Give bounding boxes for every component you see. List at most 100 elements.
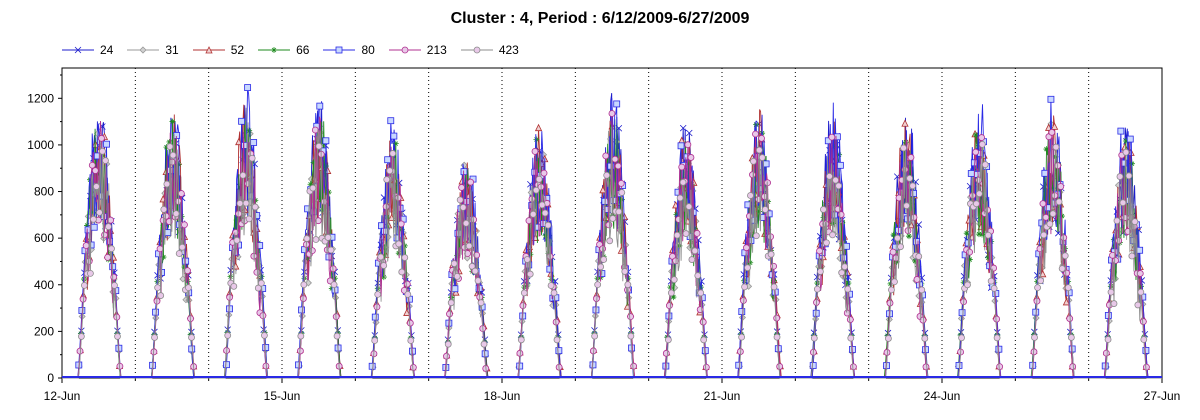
point-423-138 — [835, 182, 843, 190]
point-80-168 — [955, 362, 963, 369]
point-66-33 — [246, 127, 253, 134]
point-213-102 — [602, 152, 610, 160]
point-423-164 — [981, 161, 989, 169]
point-213-110 — [627, 313, 634, 321]
point-423-135 — [826, 172, 833, 180]
point-80-149 — [836, 161, 844, 169]
point-423-43 — [309, 184, 317, 192]
point-423-140 — [841, 263, 849, 271]
point-213-9 — [104, 253, 112, 261]
point-423-35 — [251, 203, 259, 211]
legend-item-31: 31 — [125, 43, 179, 57]
point-423-150 — [906, 174, 914, 182]
point-423-19 — [169, 151, 177, 159]
point-80-140 — [809, 362, 817, 369]
point-213-65 — [397, 220, 405, 228]
point-213-155 — [886, 299, 894, 307]
point-423-0 — [77, 333, 85, 340]
point-52-67 — [403, 308, 411, 316]
point-66-163 — [979, 231, 986, 238]
point-213-7 — [98, 134, 105, 142]
point-66-46 — [319, 206, 326, 213]
point-423-68 — [453, 272, 461, 280]
point-80-106 — [613, 100, 621, 108]
point-423-187 — [1119, 199, 1127, 207]
point-80-188 — [1047, 95, 1055, 103]
point-423-169 — [1031, 334, 1038, 341]
point-66-173 — [1043, 146, 1050, 153]
point-52-45 — [305, 211, 313, 220]
point-423-66 — [447, 299, 455, 307]
point-423-88 — [547, 282, 555, 289]
point-423-64 — [407, 337, 415, 344]
point-423-142 — [847, 334, 855, 342]
point-80-60 — [381, 227, 388, 235]
point-423-32 — [242, 199, 250, 207]
point-423-58 — [389, 150, 397, 157]
point-80-127 — [738, 308, 746, 315]
point-423-6 — [96, 209, 103, 216]
point-66-123 — [756, 208, 763, 215]
point-213-117 — [678, 163, 686, 171]
point-80-9 — [103, 140, 110, 148]
point-80-145 — [824, 137, 832, 145]
point-66-164 — [982, 196, 989, 203]
point-80-28 — [223, 361, 230, 369]
legend-marker-423 — [473, 46, 481, 54]
point-423-108 — [676, 194, 684, 202]
point-423-40 — [300, 281, 308, 289]
legend-item-213: 213 — [387, 43, 447, 57]
legend-item-24: 24 — [60, 43, 113, 57]
point-52-193 — [1062, 298, 1071, 306]
point-213-180 — [993, 315, 1001, 323]
point-423-137 — [832, 176, 839, 184]
point-66-62 — [401, 242, 408, 249]
point-80-163 — [910, 190, 917, 197]
point-80-148 — [833, 133, 841, 141]
point-213-195 — [1069, 363, 1077, 370]
point-423-114 — [694, 272, 702, 279]
point-423-41 — [303, 235, 311, 242]
point-52-162 — [907, 220, 915, 229]
point-66-84 — [536, 199, 543, 206]
point-80-94 — [546, 265, 554, 273]
point-423-134 — [823, 239, 830, 247]
point-80-169 — [958, 309, 966, 317]
point-423-53 — [374, 291, 382, 298]
point-80-37 — [250, 139, 258, 146]
point-423-146 — [894, 234, 901, 242]
point-213-24 — [181, 221, 188, 229]
point-423-127 — [767, 250, 775, 258]
point-423-21 — [175, 250, 183, 257]
point-423-61 — [398, 268, 406, 276]
point-66-29 — [233, 217, 240, 224]
point-66-98 — [612, 193, 619, 200]
point-423-80 — [523, 256, 531, 263]
point-423-45 — [315, 142, 323, 150]
point-423-38 — [261, 332, 268, 339]
point-213-18 — [162, 212, 170, 220]
point-52-101 — [599, 185, 607, 194]
point-423-172 — [1040, 231, 1048, 239]
legend-label-66: 66 — [296, 43, 310, 57]
point-423-192 — [1134, 301, 1142, 309]
y-tick-label-1200: 1200 — [27, 91, 54, 105]
x-tick-label-21-Jun: 21-Jun — [704, 389, 741, 403]
legend-label-423: 423 — [498, 43, 519, 57]
point-423-122 — [752, 232, 760, 240]
point-423-124 — [758, 154, 766, 161]
point-66-144 — [887, 280, 894, 287]
point-66-24 — [184, 278, 191, 285]
point-66-19 — [169, 118, 176, 125]
x-tick-label-24-Jun: 24-Jun — [924, 389, 961, 403]
point-423-105 — [667, 289, 675, 297]
point-423-113 — [691, 247, 699, 255]
point-66-2 — [84, 222, 91, 229]
point-423-148 — [900, 144, 907, 152]
point-423-153 — [915, 253, 923, 260]
point-80-5 — [90, 223, 98, 231]
point-423-90 — [553, 336, 561, 344]
point-423-91 — [591, 332, 599, 340]
point-80-150 — [840, 254, 847, 262]
point-213-133 — [758, 134, 765, 142]
